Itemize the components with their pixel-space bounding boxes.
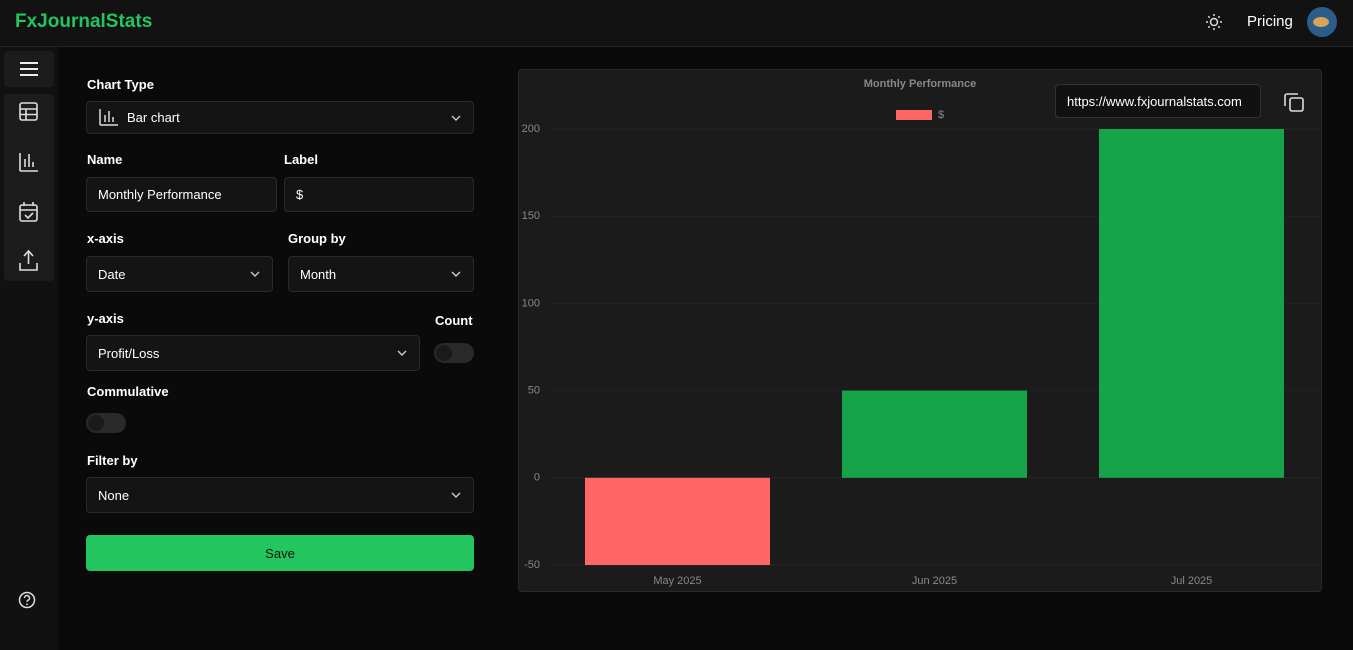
select-value: Date (98, 266, 126, 282)
copy-button[interactable] (1283, 91, 1305, 113)
count-toggle[interactable] (434, 343, 474, 363)
field-label: Chart Type (87, 77, 154, 92)
share-url[interactable]: https://www.fxjournalstats.com (1055, 84, 1261, 118)
y-axis-select[interactable]: Profit/Loss (86, 335, 420, 371)
legend-label: $ (938, 109, 944, 121)
legend-swatch (896, 110, 932, 120)
group-by-select[interactable]: Month (288, 256, 474, 292)
x-tick-label: Jun 2025 (912, 575, 957, 587)
save-button[interactable]: Save (86, 535, 474, 571)
pricing-link[interactable]: Pricing (1247, 13, 1293, 30)
y-tick-label: 0 (534, 472, 540, 484)
y-tick-label: 200 (522, 123, 540, 135)
field-label: Label (284, 152, 318, 167)
input-value: $ (296, 187, 304, 202)
x-tick-label: Jul 2025 (1171, 575, 1213, 587)
chart: Monthly Performance -50 0 50 100 150 200 $ May … (522, 78, 1320, 587)
bar (1098, 129, 1285, 478)
select-value: Profit/Loss (98, 345, 160, 361)
name-input[interactable]: Monthly Performance (86, 177, 277, 212)
header (0, 0, 1353, 47)
field-label: x-axis (87, 231, 124, 246)
chart-type-select[interactable]: Bar chart (86, 101, 474, 134)
theme-icon[interactable] (1205, 13, 1223, 31)
cumulative-toggle[interactable] (86, 413, 126, 433)
y-tick-label: 150 (522, 210, 540, 222)
y-tick-label: 50 (528, 385, 540, 397)
bar-icon (99, 109, 118, 126)
x-tick-label: May 2025 (653, 575, 701, 587)
y-tick-label: -50 (524, 559, 540, 571)
field-label: Commulative (87, 384, 169, 399)
bar (584, 477, 771, 565)
nav-icons[interactable] (18, 101, 40, 273)
help-icon[interactable] (18, 591, 36, 609)
avatar[interactable] (1307, 7, 1337, 37)
field-label: Group by (288, 231, 346, 246)
select-value: None (98, 487, 130, 503)
brand[interactable]: FxJournalStats (15, 11, 153, 32)
field-label: y-axis (87, 311, 124, 326)
x-axis-select[interactable]: Date (86, 256, 273, 292)
input-value: Monthly Performance (98, 187, 222, 202)
nav-group (4, 94, 54, 281)
field-label: Count (435, 313, 473, 328)
field-label: Filter by (87, 453, 138, 468)
filter-select[interactable]: None (86, 477, 474, 513)
label-input[interactable]: $ (284, 177, 474, 212)
select-value: Bar chart (127, 110, 180, 125)
y-tick-label: 100 (522, 297, 540, 309)
bar (841, 390, 1028, 478)
select-value: Month (300, 266, 337, 282)
chart-title: Monthly Performance (864, 78, 976, 90)
field-label: Name (87, 152, 123, 167)
menu-icon (20, 62, 38, 76)
